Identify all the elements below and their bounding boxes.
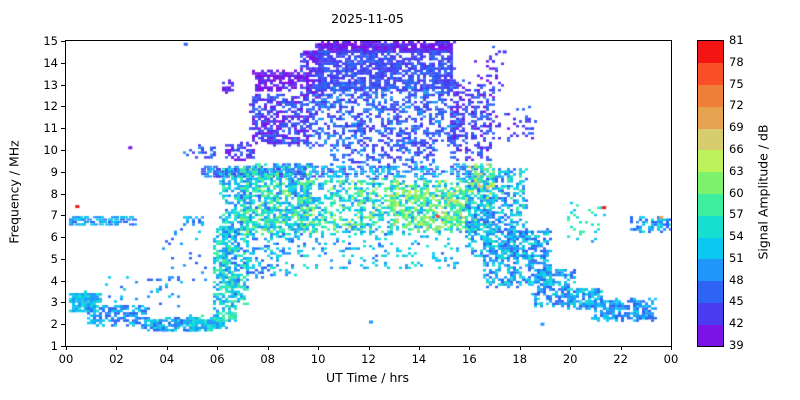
colorbar-tick-label: 48 bbox=[729, 272, 744, 287]
x-tick-label: 14 bbox=[411, 352, 427, 366]
y-tick-label: 9 bbox=[50, 164, 58, 179]
x-tick bbox=[166, 346, 168, 350]
y-tick bbox=[61, 237, 65, 239]
x-tick bbox=[620, 346, 622, 350]
x-tick bbox=[66, 346, 67, 350]
x-tick bbox=[116, 346, 118, 350]
colorbar-tick-label: 66 bbox=[729, 141, 744, 156]
colorbar-tick-label: 72 bbox=[729, 98, 744, 113]
x-tick bbox=[418, 346, 420, 350]
x-tick-label: 12 bbox=[361, 352, 376, 366]
colorbar-segment bbox=[698, 258, 723, 282]
colorbar-tick-label: 54 bbox=[729, 229, 744, 244]
y-tick-label: 3 bbox=[50, 295, 58, 310]
colorbar-tick-label: 75 bbox=[729, 76, 744, 91]
x-tick bbox=[267, 346, 269, 350]
x-tick-label: 04 bbox=[159, 352, 175, 366]
y-tick bbox=[61, 84, 65, 86]
colorbar-tick-label: 39 bbox=[729, 338, 744, 352]
x-tick-label: 22 bbox=[613, 352, 628, 366]
x-tick bbox=[368, 346, 370, 350]
colorbar-segment bbox=[698, 149, 723, 173]
y-axis-label: Frequency / MHz bbox=[6, 140, 22, 244]
y-tick-label: 5 bbox=[50, 251, 58, 266]
colorbar-tick-label: 57 bbox=[729, 207, 744, 222]
colorbar-segment bbox=[698, 171, 723, 194]
y-tick bbox=[61, 128, 65, 130]
x-tick-label: 08 bbox=[260, 352, 275, 366]
x-tick-label: 20 bbox=[562, 352, 578, 366]
colorbar-segment bbox=[698, 215, 723, 238]
colorbar-segment bbox=[698, 84, 723, 107]
y-tick bbox=[61, 62, 65, 64]
y-tick-label: 10 bbox=[43, 142, 58, 157]
colorbar-segment bbox=[698, 280, 723, 303]
x-tick bbox=[671, 346, 672, 350]
y-tick bbox=[61, 346, 65, 347]
x-tick bbox=[217, 346, 219, 350]
x-tick-label: 02 bbox=[109, 352, 124, 366]
ionogram-canvas bbox=[66, 41, 671, 346]
y-tick bbox=[61, 171, 65, 173]
y-tick-label: 7 bbox=[50, 208, 58, 223]
colorbar-label: Signal Amplitude / dB bbox=[755, 124, 771, 260]
colorbar-segment bbox=[698, 324, 723, 347]
colorbar-segment bbox=[698, 41, 723, 64]
x-tick bbox=[570, 346, 572, 350]
x-tick bbox=[318, 346, 320, 350]
y-tick bbox=[61, 302, 65, 304]
y-tick-label: 6 bbox=[50, 230, 58, 245]
x-tick-label: 00 bbox=[663, 352, 679, 366]
colorbar-segment bbox=[698, 302, 723, 325]
y-tick-label: 11 bbox=[43, 121, 58, 136]
y-tick bbox=[61, 193, 65, 195]
y-tick bbox=[61, 215, 65, 217]
x-tick-label: 00 bbox=[58, 352, 74, 366]
y-tick-label: 4 bbox=[50, 273, 58, 288]
colorbar-segment bbox=[698, 106, 723, 129]
x-tick bbox=[469, 346, 471, 350]
y-tick bbox=[61, 324, 65, 326]
x-tick-label: 16 bbox=[462, 352, 477, 366]
y-tick-label: 8 bbox=[50, 186, 58, 201]
colorbar-tick-label: 63 bbox=[729, 163, 744, 178]
y-tick-label: 14 bbox=[43, 55, 58, 70]
y-tick bbox=[61, 106, 65, 108]
chart-title: 2025-11-05 bbox=[331, 11, 404, 26]
y-tick bbox=[61, 258, 65, 260]
y-tick-label: 12 bbox=[43, 99, 58, 114]
colorbar-segment bbox=[698, 193, 723, 216]
colorbar-tick-label: 42 bbox=[729, 316, 744, 331]
y-tick-label: 13 bbox=[43, 77, 58, 92]
x-tick-label: 10 bbox=[310, 352, 326, 366]
x-tick-label: 18 bbox=[512, 352, 528, 366]
colorbar-tick-label: 81 bbox=[729, 33, 744, 47]
colorbar-segment bbox=[698, 62, 723, 86]
colorbar-tick-label: 69 bbox=[729, 120, 744, 135]
y-tick-label: 1 bbox=[50, 339, 58, 353]
colorbar-tick-label: 45 bbox=[729, 294, 744, 309]
plot-frame: 00 02 04 06 08 10 12 14 16 18 20 22 00 1 2 3 4 5 6 7 8 9 10 11 1… bbox=[43, 34, 678, 366]
colorbar-tick-label: 51 bbox=[729, 250, 744, 265]
colorbar-tick-label: 78 bbox=[729, 54, 744, 69]
x-tick-label: 06 bbox=[209, 352, 225, 366]
x-tick bbox=[519, 346, 521, 350]
colorbar-tick-label: 60 bbox=[729, 185, 744, 200]
colorbar-segment bbox=[698, 128, 723, 151]
x-axis-label: UT Time / hrs bbox=[325, 370, 410, 385]
y-tick bbox=[61, 41, 65, 42]
colorbar bbox=[697, 40, 724, 347]
y-tick bbox=[61, 149, 65, 151]
y-tick-label: 15 bbox=[43, 34, 58, 48]
y-tick-label: 2 bbox=[50, 317, 58, 332]
y-tick bbox=[61, 280, 65, 282]
colorbar-segment bbox=[698, 237, 723, 260]
